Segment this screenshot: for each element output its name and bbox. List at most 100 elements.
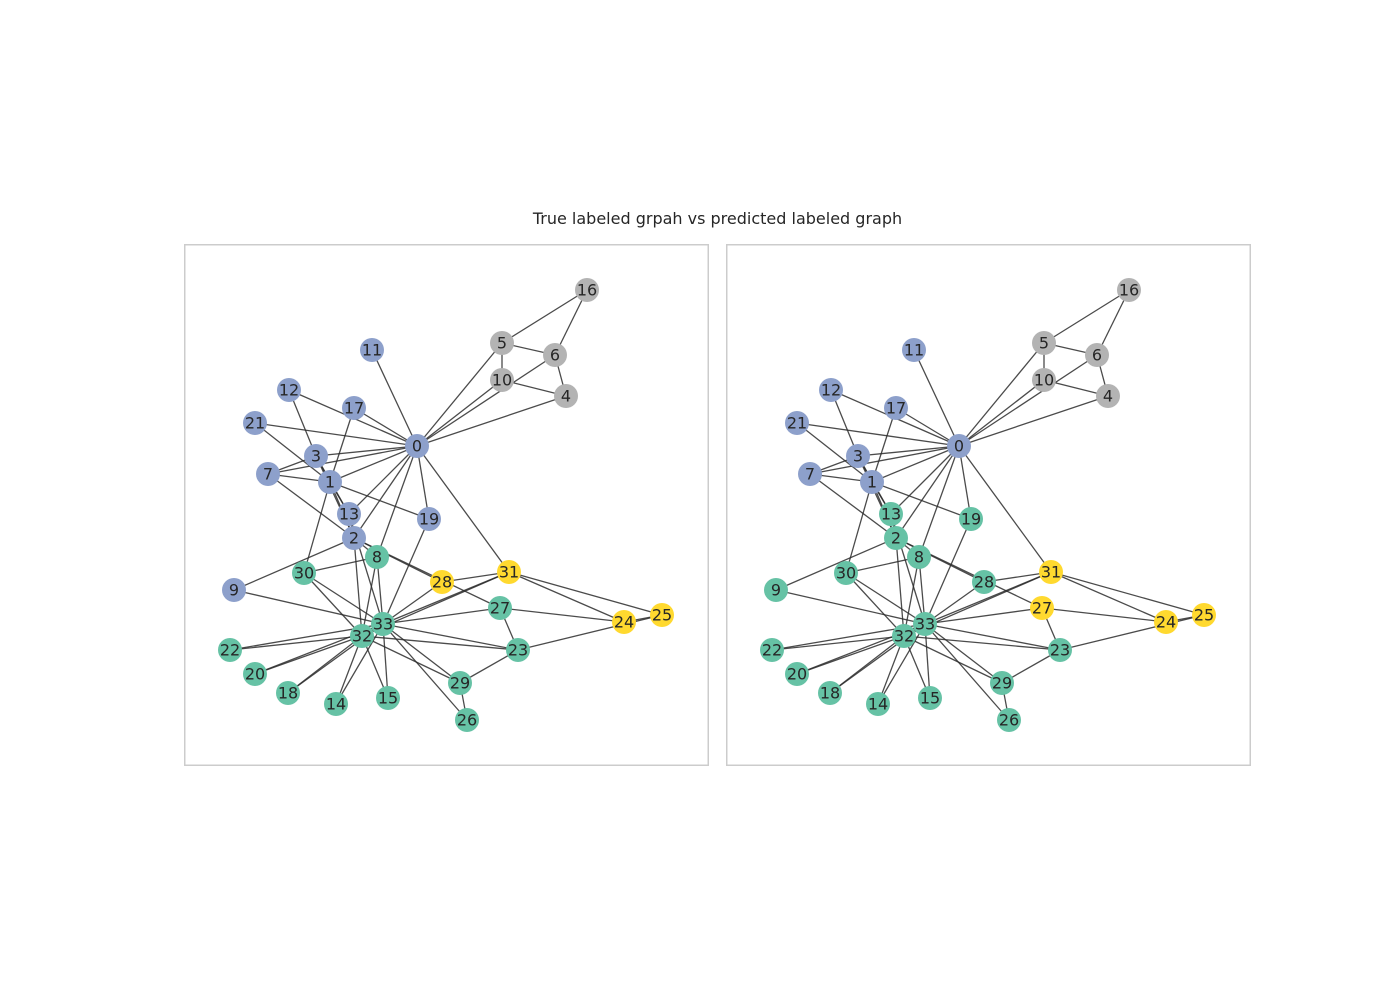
panel-frame xyxy=(184,244,709,766)
node-label: 10 xyxy=(492,371,512,390)
node-24: 24 xyxy=(612,610,636,634)
edge-0-10 xyxy=(416,379,503,447)
node-label: 27 xyxy=(490,599,510,618)
edge-0-13 xyxy=(348,445,418,515)
node-17: 17 xyxy=(884,396,908,420)
node-20: 20 xyxy=(785,662,809,686)
node-circle xyxy=(488,596,512,620)
node-circle xyxy=(318,470,342,494)
edge-23-33 xyxy=(924,623,1061,651)
node-circle xyxy=(1030,596,1054,620)
node-33: 33 xyxy=(913,612,937,636)
node-circle xyxy=(405,434,429,458)
edge-0-5 xyxy=(958,342,1045,447)
edge-26-33 xyxy=(382,623,468,721)
edge-0-11 xyxy=(913,349,960,447)
node-label: 5 xyxy=(1039,334,1049,353)
node-9: 9 xyxy=(764,578,788,602)
node-circle xyxy=(902,338,926,362)
node-2: 2 xyxy=(884,526,908,550)
edge-8-30 xyxy=(303,556,378,574)
edge-1-17 xyxy=(871,407,897,483)
node-circle xyxy=(360,338,384,362)
node-label: 6 xyxy=(550,346,560,365)
edge-15-33 xyxy=(924,623,931,699)
node-circle xyxy=(222,578,246,602)
edge-19-33 xyxy=(924,518,972,625)
node-label: 14 xyxy=(868,695,888,714)
node-circle xyxy=(997,708,1021,732)
edge-8-32 xyxy=(361,556,378,637)
node-12: 12 xyxy=(819,378,843,402)
node-circle xyxy=(798,462,822,486)
node-label: 18 xyxy=(278,684,298,703)
edge-30-33 xyxy=(303,572,384,625)
edge-0-7 xyxy=(267,445,418,475)
node-circle xyxy=(376,686,400,710)
edge-6-16 xyxy=(554,289,588,356)
node-circle xyxy=(342,526,366,550)
edge-24-31 xyxy=(1050,571,1167,623)
node-26: 26 xyxy=(997,708,1021,732)
node-8: 8 xyxy=(365,545,389,569)
edge-19-33 xyxy=(382,518,430,625)
node-29: 29 xyxy=(448,671,472,695)
node-5: 5 xyxy=(1032,331,1056,355)
node-circle xyxy=(304,444,328,468)
node-label: 33 xyxy=(373,615,393,634)
node-15: 15 xyxy=(376,686,400,710)
node-22: 22 xyxy=(218,638,242,662)
edge-0-8 xyxy=(376,445,418,558)
node-label: 7 xyxy=(263,465,273,484)
node-label: 15 xyxy=(920,689,940,708)
node-7: 7 xyxy=(798,462,822,486)
node-16: 16 xyxy=(575,278,599,302)
node-31: 31 xyxy=(497,560,521,584)
node-circle xyxy=(243,411,267,435)
node-label: 4 xyxy=(561,387,571,406)
node-label: 6 xyxy=(1092,346,1102,365)
node-27: 27 xyxy=(1030,596,1054,620)
node-circle xyxy=(1032,368,1056,392)
node-circle xyxy=(342,396,366,420)
node-circle xyxy=(959,507,983,531)
node-label: 8 xyxy=(372,548,382,567)
node-label: 7 xyxy=(805,465,815,484)
node-circle xyxy=(243,662,267,686)
node-label: 1 xyxy=(867,473,877,492)
edge-0-5 xyxy=(416,342,503,447)
edge-0-8 xyxy=(918,445,960,558)
node-circle xyxy=(913,612,937,636)
node-0: 0 xyxy=(405,434,429,458)
node-label: 8 xyxy=(914,548,924,567)
node-label: 32 xyxy=(352,627,372,646)
edge-31-33 xyxy=(382,571,510,625)
node-11: 11 xyxy=(360,338,384,362)
node-8: 8 xyxy=(907,545,931,569)
edge-2-32 xyxy=(895,537,905,637)
node-10: 10 xyxy=(490,368,514,392)
node-circle xyxy=(506,638,530,662)
node-label: 11 xyxy=(362,341,382,360)
edge-2-9 xyxy=(233,537,355,591)
edge-1-19 xyxy=(871,481,972,520)
edge-layer xyxy=(229,289,663,721)
edge-23-32 xyxy=(903,635,1061,651)
edge-22-32 xyxy=(771,635,905,651)
edge-0-4 xyxy=(958,395,1109,447)
edge-14-32 xyxy=(877,635,905,705)
node-label: 31 xyxy=(1041,563,1061,582)
node-circle xyxy=(760,638,784,662)
node-30: 30 xyxy=(834,561,858,585)
node-label: 21 xyxy=(787,414,807,433)
node-label: 5 xyxy=(497,334,507,353)
node-29: 29 xyxy=(990,671,1014,695)
edge-1-30 xyxy=(303,481,331,574)
node-circle xyxy=(324,692,348,716)
edge-22-32 xyxy=(229,635,363,651)
node-label: 26 xyxy=(457,711,477,730)
edge-28-33 xyxy=(924,581,985,625)
edge-15-33 xyxy=(382,623,389,699)
node-circle xyxy=(277,378,301,402)
